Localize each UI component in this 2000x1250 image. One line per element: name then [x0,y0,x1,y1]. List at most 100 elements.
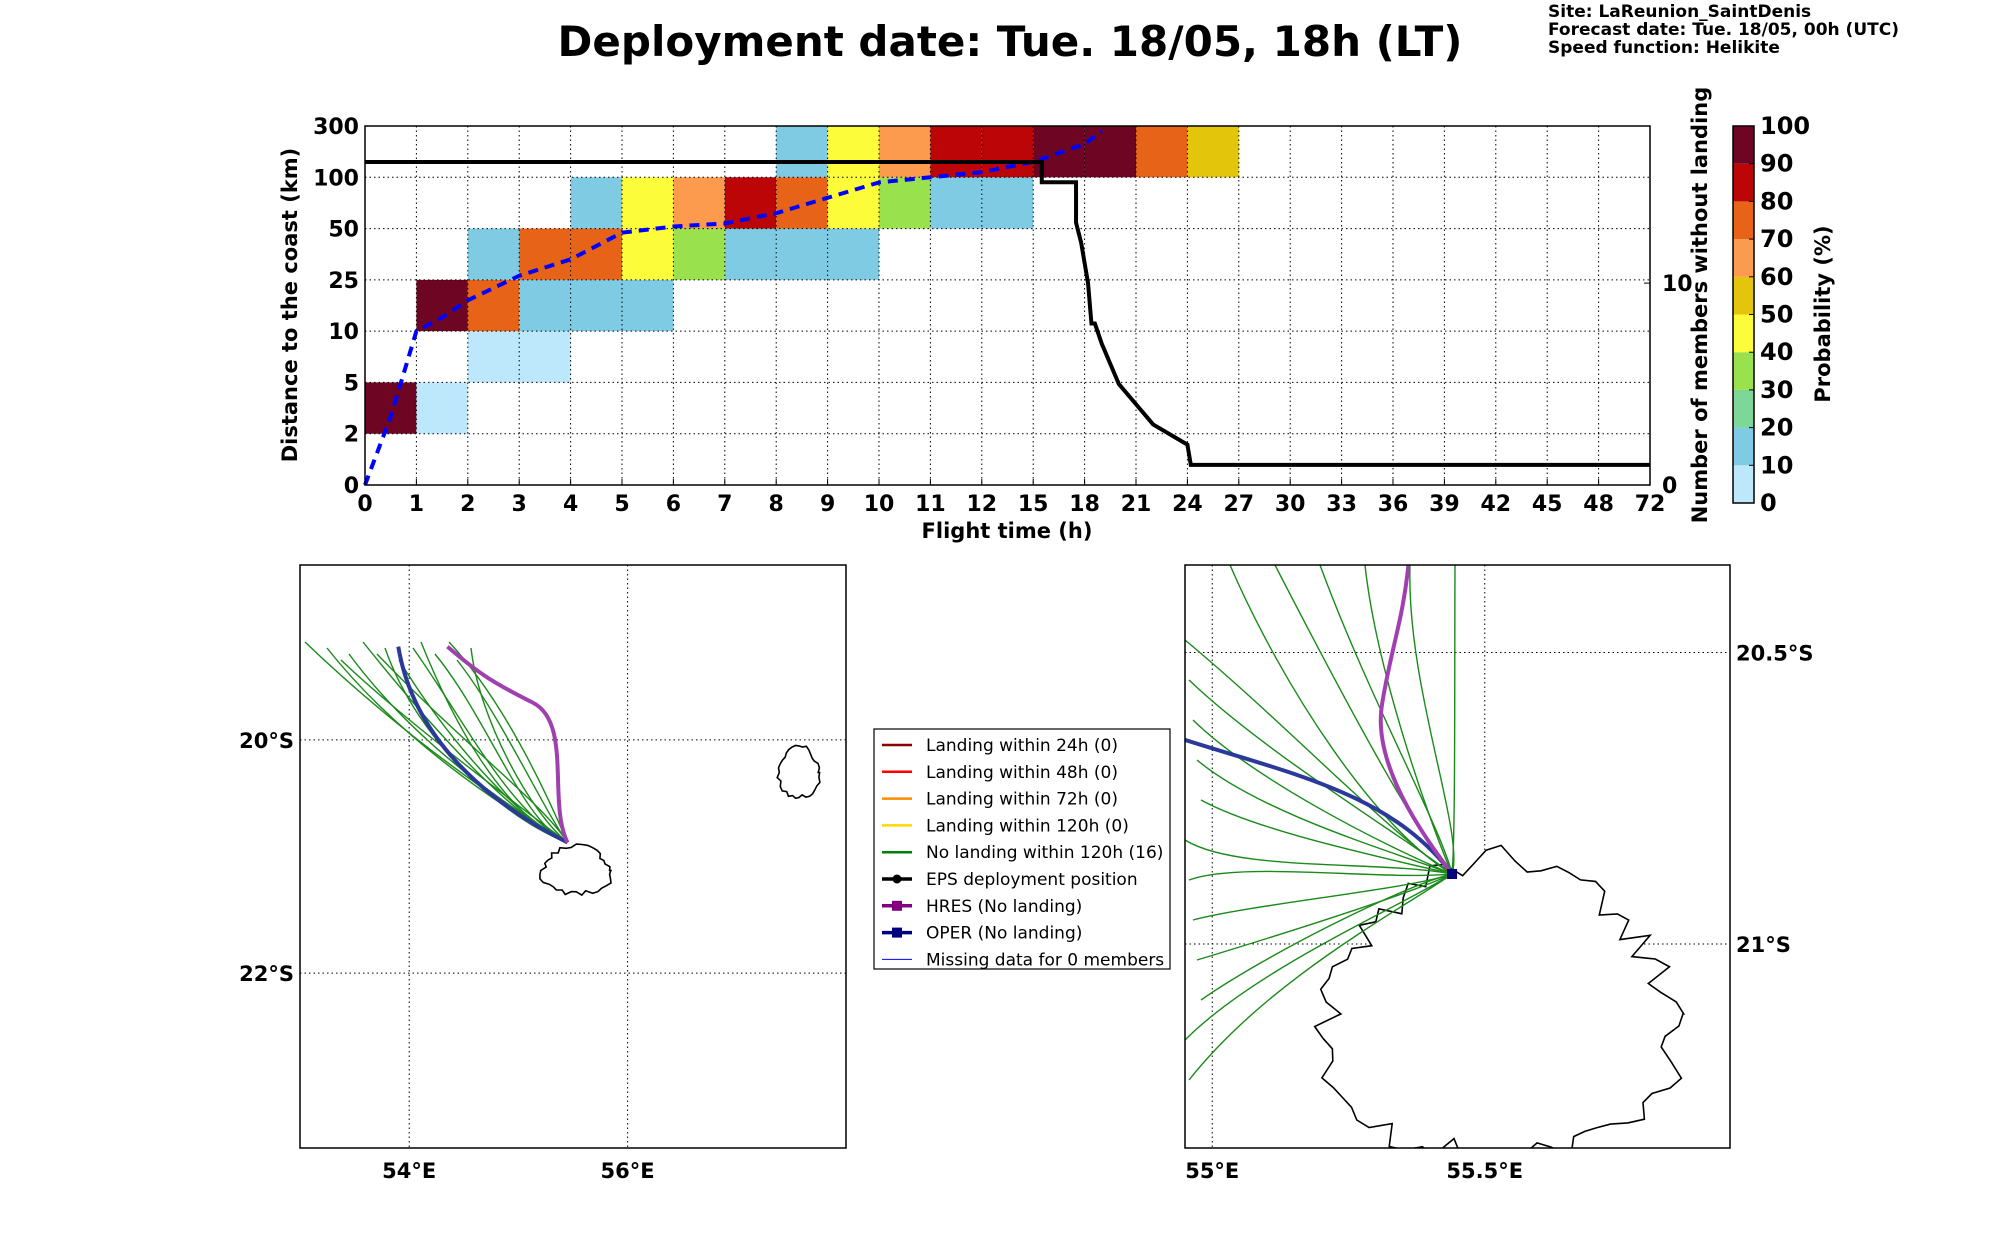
main-title: Deployment date: Tue. 18/05, 18h (LT) [558,17,1463,66]
site-info: Site: LaReunion_SaintDenis [1548,2,1811,22]
y-axis-label: Distance to the coast (km) [278,148,302,463]
colorbar-label: Probability (%) [1811,225,1835,402]
deployment-marker [1447,868,1458,879]
heatmap-cell [673,228,725,280]
forecast-info: Forecast date: Tue. 18/05, 00h (UTC) [1548,20,1899,40]
legend-label: Missing data for 0 members [926,950,1164,970]
heatmap-cell [981,177,1034,229]
colorbar-tick-label: 40 [1760,338,1793,366]
hres-trajectory [1378,565,1454,876]
trajectory-line [1274,565,1453,875]
trajectory-line [456,659,569,843]
y-tick-label: 300 [313,115,359,140]
y2-axis-label: Number of members without landing [1688,87,1712,524]
trajectory-line [1451,565,1456,875]
colorbar-segment [1733,314,1754,353]
heatmap-cell [519,279,571,332]
x-tick-label: 10 [864,492,895,517]
heatmap-cell [622,279,674,332]
colorbar-segment [1733,163,1754,202]
y-tick-label: 0 [344,474,359,499]
map-frame [1184,564,1731,1149]
y-tick-label: 10 [328,320,359,345]
y-tick-label: 50 [328,218,359,243]
y2-tick-label: 10 [1662,272,1693,297]
heatmap-cell [930,177,982,229]
heatmap-cell [519,228,571,280]
trajectory-line [1200,799,1453,875]
oper-trajectory [1185,737,1454,876]
heatmap-cell [570,177,622,229]
probability-heatmap: 0 1 2 3 4 5 6 7 8 9 10 11 12 15 18 21 24 27 30 33 36 39 42 45 48… [278,87,1712,543]
x-tick-label: 24 [1172,492,1203,517]
heatmap-cell [827,126,879,178]
heatmap-cell [467,279,520,332]
colorbar-segment [1733,465,1754,503]
legend-frame [873,728,1171,970]
heatmap-cell [930,126,982,178]
trajectory-line [1192,719,1453,875]
x-tick-label: 45 [1532,492,1563,517]
trajectory-line [1188,873,1453,1081]
colorbar-tick-label: 30 [1760,376,1793,404]
map-lat-label: 21°S [1736,933,1791,957]
heatmap-cell [622,228,674,280]
trajectory-line [1196,759,1453,875]
colorbar: 0 10 20 30 40 50 60 70 80 90 100 [1732,112,1810,517]
trajectory-line [1188,870,1453,881]
heatmap-cell [724,228,777,280]
heatmap-cell [776,126,828,178]
heatmap-cell [1136,126,1188,178]
legend: Landing within 24h (0) Landing within 48h… [873,728,1171,970]
legend-marker [892,900,902,911]
map-lon-label: 55°E [1185,1159,1239,1183]
heatmap-cell [776,228,828,280]
y2-tick-label: 0 [1662,474,1677,499]
oper-trajectory [396,646,569,845]
legend-label: No landing within 120h (16) [926,843,1163,863]
x-tick-label: 15 [1018,492,1049,517]
trajectory-line [412,647,568,844]
heatmap-cell [673,177,725,229]
x-tick-label: 18 [1069,492,1100,517]
heatmap-cell [467,331,520,383]
heatmap-cell [570,279,622,332]
legend-label: Landing within 48h (0) [926,763,1118,783]
x-tick-label: 33 [1326,492,1357,517]
map-frame [299,564,847,1149]
heatmap-cell [416,382,468,434]
x-tick-label: 39 [1429,492,1460,517]
map-content [1185,565,1730,1148]
legend-label: HRES (No landing) [926,897,1082,917]
heatmap-cell [879,126,931,178]
x-tick-label: 7 [717,492,732,517]
map-lat-label: 20.5°S [1736,641,1813,665]
map-lon-label: 56°E [601,1159,655,1183]
x-tick-label: 6 [666,492,681,517]
trajectory-line [1185,839,1453,875]
trajectory-line [1196,873,1453,961]
members-without-landing-line [365,160,1650,467]
heatmap-cell [365,382,417,434]
x-tick-label: 27 [1223,492,1254,517]
x-tick-label: 5 [614,492,629,517]
heatmap-cell [776,177,828,229]
trajectory-line [1192,873,1453,921]
colorbar-segment [1733,239,1754,277]
colorbar-tick-label: 100 [1760,112,1810,140]
y-tick-label: 100 [313,166,359,191]
x-tick-label: 0 [357,492,372,517]
x-tick-label: 21 [1121,492,1152,517]
legend-label: Landing within 120h (0) [926,816,1129,836]
trajectory-line [1185,873,1453,1041]
map-overview: 54°E 56°E 20°S 22°S [239,564,847,1183]
colorbar-segment [1733,276,1754,315]
trajectory-line [1319,565,1453,875]
colorbar-tick-label: 0 [1760,489,1777,517]
x-tick-label: 12 [966,492,997,517]
x-tick-label: 8 [769,492,784,517]
legend-label: Landing within 72h (0) [926,790,1118,810]
x-tick-label: 9 [820,492,835,517]
y-tick-label: 5 [344,371,359,396]
heatmap-cell [1187,126,1239,178]
